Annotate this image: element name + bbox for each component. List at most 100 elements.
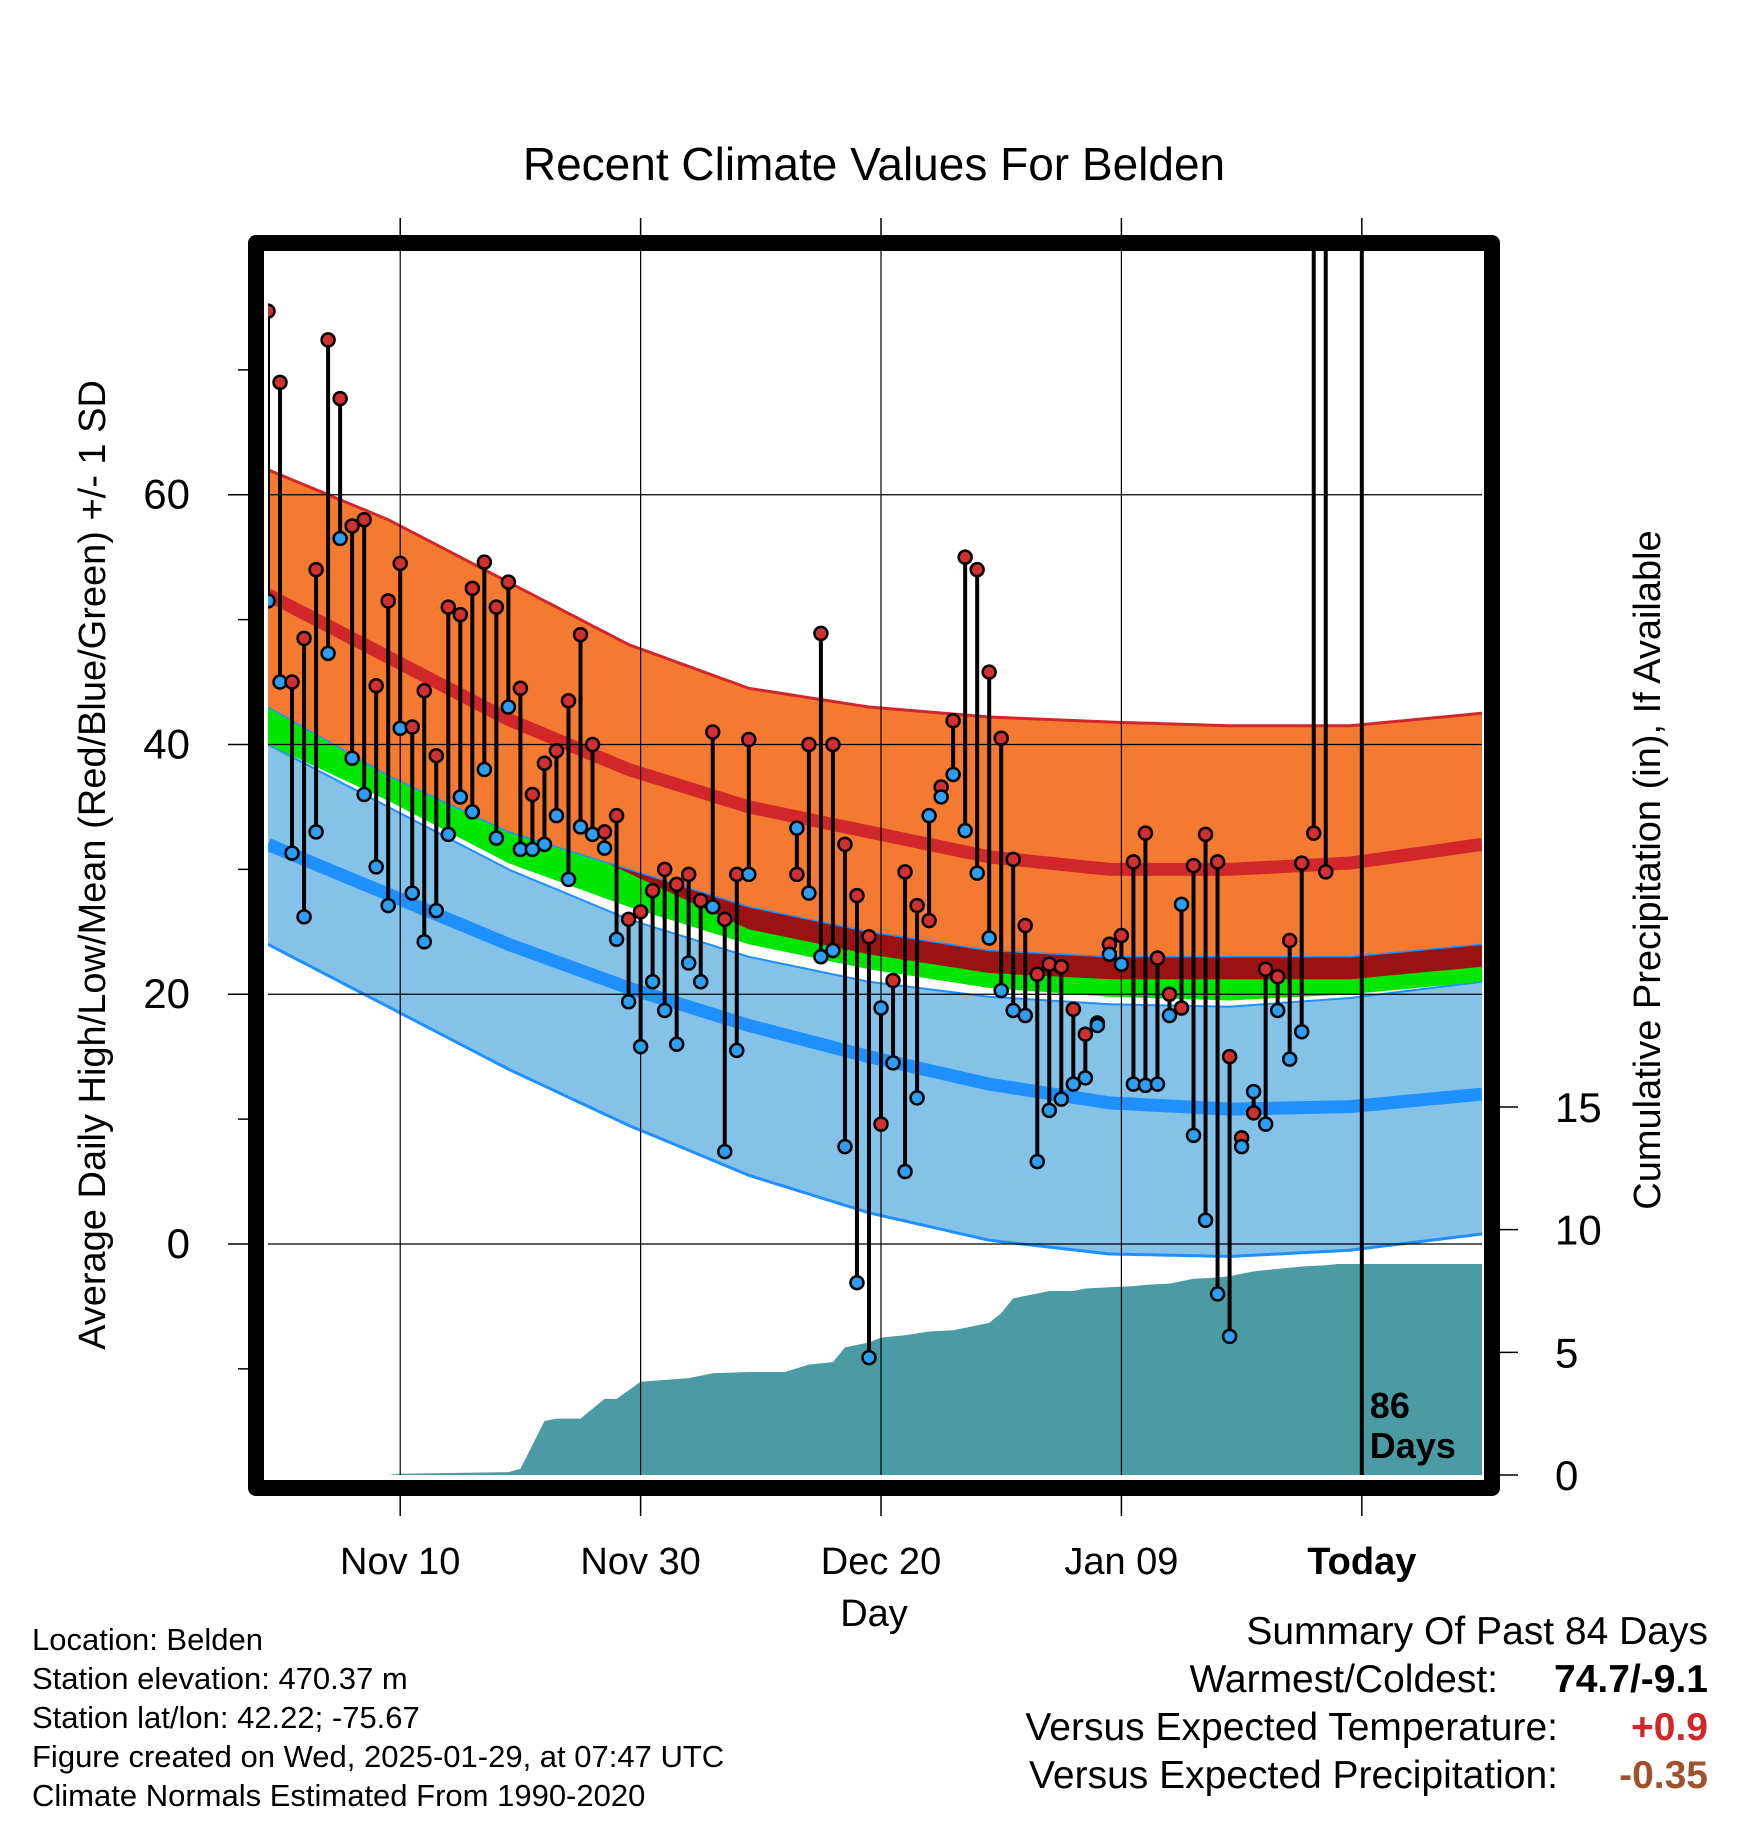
x-tick-label: Dec 20 [821, 1541, 941, 1583]
low-point [356, 786, 372, 803]
low-point [572, 819, 589, 835]
high-point [704, 724, 721, 740]
high-point [500, 574, 517, 590]
high-point [1331, 0, 1344, 7]
low-point [692, 974, 709, 990]
low-point [945, 766, 961, 783]
low-point [885, 1055, 901, 1071]
high-point [392, 555, 408, 572]
low-point [668, 1036, 685, 1052]
high-point [873, 1116, 889, 1132]
low-point [1077, 1070, 1094, 1086]
x-tick-label: Nov 30 [580, 1541, 700, 1583]
low-point [452, 789, 469, 805]
low-point [308, 824, 324, 840]
low-point [1233, 1138, 1250, 1155]
low-point [1319, 0, 1332, 7]
high-point [1065, 1001, 1082, 1017]
plot-frame [248, 235, 1500, 1496]
high-point [897, 864, 913, 880]
high-point [957, 549, 973, 565]
high-point [1245, 1105, 1262, 1121]
low-point [1149, 1076, 1166, 1092]
station-info: Location: Belden Station elevation: 470.… [32, 1620, 724, 1815]
low-point [500, 699, 517, 715]
high-point [464, 580, 481, 597]
low-point [981, 930, 997, 946]
y2-axis-label: Cumulative Precipitation (in), If Availa… [1627, 530, 1669, 1209]
y-axis-label: Average Daily High/Low/Mean (Red/Blue/Gr… [72, 380, 114, 1350]
low-normal-line [268, 838, 1482, 1116]
low-point [1221, 1328, 1238, 1345]
low-point [428, 902, 445, 919]
high-point [837, 836, 853, 853]
high-point [332, 390, 348, 407]
high-point [524, 786, 541, 803]
warm-cold-label: Warmest/Coldest: [1189, 1658, 1498, 1701]
location-text: Location: Belden [32, 1622, 263, 1657]
low-minus-sd-line [268, 942, 1482, 1259]
high-point [536, 755, 553, 771]
created-text: Figure created on Wed, 2025-01-29, at 07… [32, 1739, 725, 1774]
y-tick-label: 0 [167, 1220, 190, 1267]
low-point [1185, 1127, 1202, 1144]
today-days-number: 86 [1370, 1385, 1410, 1426]
high-point [993, 730, 1009, 746]
low-point [1113, 956, 1130, 973]
low-point [825, 942, 841, 959]
low-point [268, 593, 276, 609]
high-point [1281, 932, 1298, 949]
high-point [813, 625, 829, 642]
low-point [1331, 0, 1344, 7]
high-point [680, 866, 697, 883]
high-point [656, 861, 673, 878]
high-point [1053, 959, 1070, 975]
low-point [656, 1002, 673, 1019]
high-point [717, 911, 733, 928]
low-point [933, 789, 949, 805]
low-point [332, 530, 348, 547]
low-point [921, 807, 937, 824]
warm-cold-value: 74.7/-9.1 [1554, 1658, 1708, 1701]
y-tick-label: 60 [143, 471, 190, 518]
low-point [404, 885, 420, 901]
overlap-band [604, 861, 1482, 980]
high-point [632, 904, 649, 920]
high-point [1113, 927, 1130, 944]
high-point [368, 678, 384, 694]
high-point [945, 713, 961, 729]
low-point [644, 974, 661, 990]
high-point [692, 892, 709, 909]
low-point [849, 1274, 865, 1291]
high-point [741, 731, 757, 748]
high-point [885, 972, 901, 989]
y2-tick-label: 15 [1555, 1084, 1602, 1131]
temp-label: Versus Expected Temperature: [1025, 1706, 1558, 1749]
y-tick-label: 20 [143, 970, 190, 1017]
y2-tick-label: 10 [1555, 1207, 1602, 1254]
low-point [909, 1090, 925, 1106]
high-point [861, 929, 877, 945]
high-point [1257, 961, 1274, 978]
low-point [704, 899, 721, 915]
low-point [729, 1042, 745, 1059]
high-point [1185, 857, 1202, 874]
high-point [1197, 826, 1214, 843]
low-point [897, 1163, 913, 1180]
precip-value: -0.35 [1619, 1754, 1708, 1797]
low-point [632, 1038, 649, 1055]
low-sd-band [268, 744, 1482, 1257]
low-point [1173, 896, 1190, 913]
high-point [356, 511, 372, 528]
high-point [476, 554, 493, 570]
chart-title: Recent Climate Values For Belden [523, 138, 1225, 190]
summary-heading: Summary Of Past 84 Days [1246, 1610, 1708, 1653]
low-point [1029, 1153, 1046, 1170]
high-point [1269, 969, 1286, 985]
high-point [1305, 825, 1322, 841]
low-point [1245, 1083, 1262, 1100]
low-point [344, 750, 360, 766]
latlon-text: Station lat/lon: 42.22; -75.67 [32, 1700, 420, 1735]
high-point [572, 626, 589, 643]
